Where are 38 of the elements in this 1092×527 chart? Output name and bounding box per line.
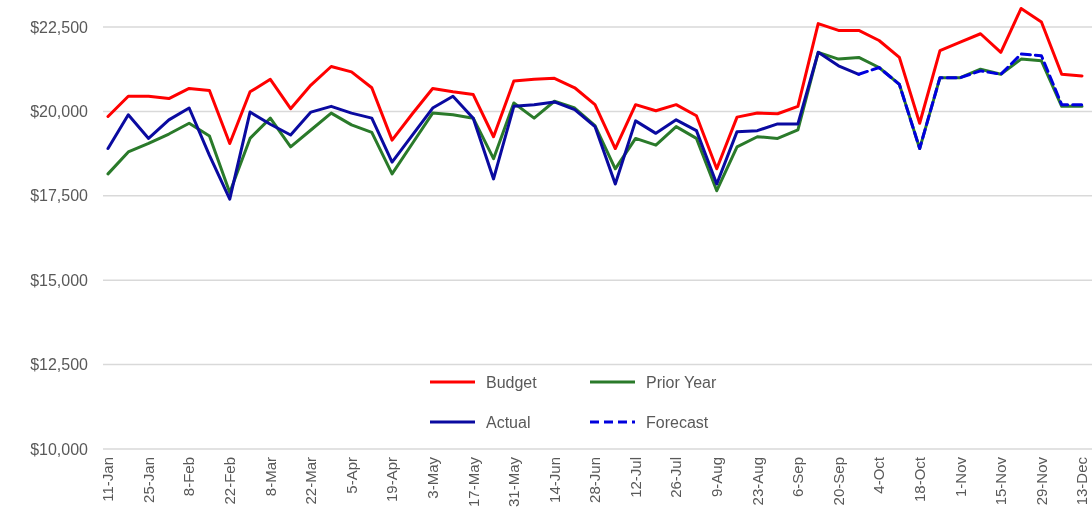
legend-label: Forecast [646,413,709,431]
y-tick-label: $15,000 [30,271,89,289]
y-tick-label: $22,500 [30,18,89,36]
x-tick-label: 13-Dec [1073,456,1091,506]
legend-label: Prior Year [646,373,717,391]
line-series [857,52,1084,151]
x-tick-label: 18-Oct [910,456,928,503]
x-tick-label: 8-Feb [180,457,198,497]
y-tick-label: $20,000 [30,103,89,121]
x-tick-label: 6-Sep [789,457,807,498]
x-tick-label: 1-Nov [951,456,969,498]
legend-label: Budget [486,373,538,391]
x-tick-label: 9-Aug [708,457,725,498]
x-tick-label: 11-Jan [99,457,117,502]
legend-label: Actual [486,413,531,431]
x-tick-label: 22-Mar [302,457,320,505]
x-tick-label: 25-Jan [139,457,157,503]
x-tick-label: 3-May [423,456,441,499]
x-tick-label: 29-Nov [1032,456,1050,506]
x-tick-label: 8-Mar [261,457,279,497]
y-tick-label: $10,000 [30,440,89,458]
x-tick-label: 15-Nov [992,456,1010,506]
line-series [106,6,1084,171]
x-tick-label: 19-Apr [383,457,401,503]
x-tick-label: 17-May [464,456,482,508]
x-tick-label: 31-May [505,456,523,508]
x-tick-label: 14-Jun [545,457,563,503]
x-tick-label: 23-Aug [748,457,766,506]
x-tick-label: 22-Feb [221,457,238,505]
x-tick-label: 26-Jul [667,457,685,498]
y-tick-label: $12,500 [30,356,89,374]
x-tick-label: 20-Sep [829,457,847,506]
line-series [106,50,861,201]
x-tick-label: 12-Jul [626,457,644,498]
y-tick-label: $17,500 [30,187,89,205]
x-tick-label: 28-Jun [586,457,604,503]
x-tick-label: 4-Oct [870,456,888,494]
x-tick-label: 5-Apr [342,457,360,494]
